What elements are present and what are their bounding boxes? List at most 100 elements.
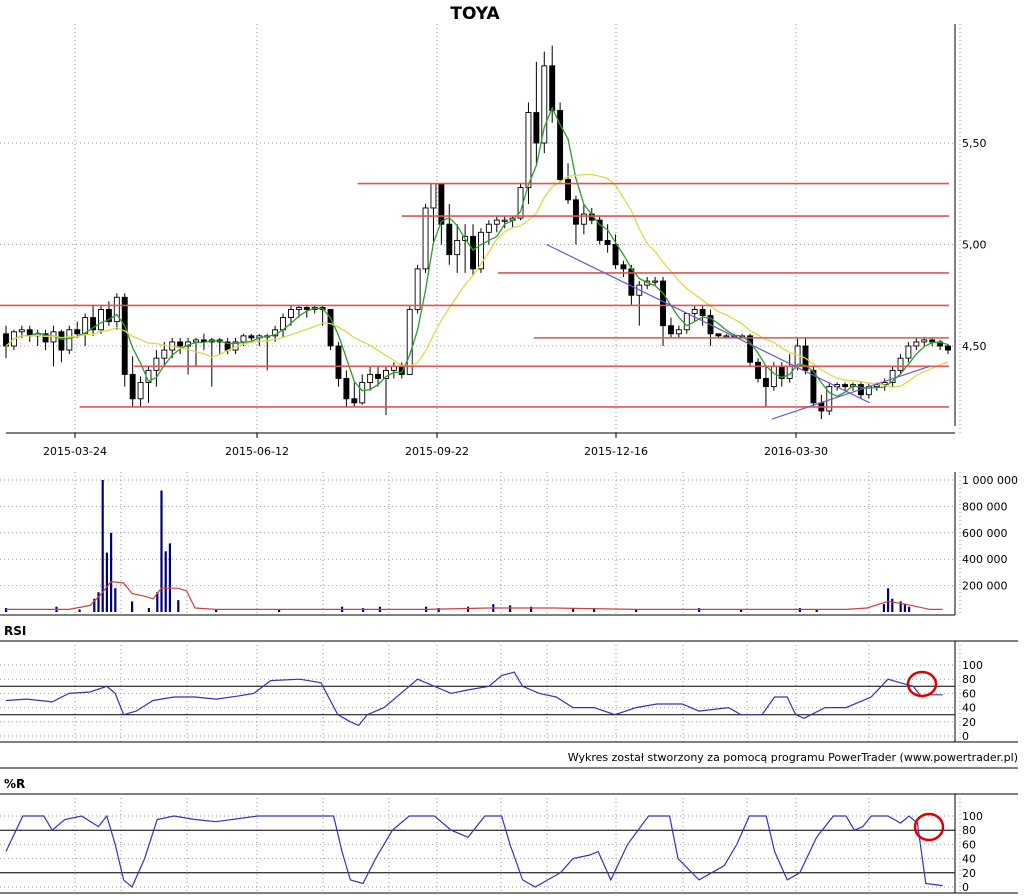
candle-body (430, 183, 437, 209)
candle-body (74, 329, 81, 335)
candle-body (161, 349, 168, 359)
candle-body (303, 306, 310, 310)
candle-body (193, 339, 199, 343)
trend-line (546, 243, 870, 404)
volume-tick-label: 800 000 (962, 500, 1008, 513)
candle-body (889, 369, 896, 383)
candle-body (414, 268, 421, 310)
candle-body (485, 223, 492, 233)
rsi-highlight-circle (906, 670, 938, 698)
price-tick-label: 5,00 (962, 239, 987, 252)
oscillator-tick-label: 100 (962, 810, 983, 823)
x-tick-label: 2015-06-12 (225, 445, 289, 458)
candle-body (770, 365, 777, 388)
oscillator-tick-label: 0 (962, 730, 969, 743)
volume-bar (882, 604, 885, 612)
candle-body (620, 264, 627, 270)
candle-body (660, 280, 666, 327)
candle-body (675, 329, 682, 335)
oscillator-line (5, 671, 943, 727)
candle-body (596, 219, 603, 241)
volume-bar (815, 609, 818, 612)
volume-bar (903, 604, 906, 612)
volume-bar (798, 608, 801, 612)
candle-body (580, 213, 587, 225)
volume-bar (698, 608, 701, 612)
volume-panel: 1 000 000 800 000 600 000 400 000 200 000 (0, 472, 1018, 616)
price-tick-label: 5,50 (962, 137, 987, 150)
candle-body (98, 309, 104, 331)
candle-body (493, 219, 500, 225)
volume-tick-label: 200 000 (962, 580, 1008, 593)
oscillator-tick-label: 100 (962, 659, 983, 672)
volume-bar (156, 592, 159, 612)
volume-bar (437, 608, 440, 612)
candle-body (422, 207, 429, 270)
candle-body (454, 239, 461, 256)
candle-body (129, 373, 136, 400)
volume-tick-label: 1 000 000 (962, 474, 1018, 487)
rsi-label: RSI (4, 624, 26, 638)
candle-body (842, 384, 849, 388)
candle-body (42, 333, 49, 343)
volume-bar (168, 543, 171, 612)
volume-bar (899, 601, 902, 612)
oscillator-tick-label: 60 (962, 687, 976, 700)
candle-body (121, 296, 128, 375)
oscillator-tick-label: 0 (962, 881, 969, 894)
volume-bar (215, 609, 218, 612)
candle-body (810, 369, 817, 404)
candle-body (565, 179, 571, 201)
candle-body (359, 382, 366, 404)
candle-body (327, 309, 334, 347)
candle-body (683, 313, 690, 331)
volume-bar (97, 592, 100, 612)
oscillator-tick-label: 60 (962, 838, 976, 851)
candle-body (470, 235, 476, 270)
candle-body (90, 317, 97, 331)
candle-body (58, 331, 65, 351)
candle-body (288, 309, 294, 319)
moving-average-line (5, 173, 949, 388)
candle-body (137, 382, 144, 400)
candle-body (612, 244, 619, 266)
candle-body (762, 378, 769, 388)
candle-body (153, 357, 160, 371)
x-tick-label: 2016-03-30 (764, 445, 828, 458)
candle-body (177, 341, 184, 347)
candle-body (715, 333, 722, 337)
candle-body (335, 345, 342, 379)
oscillator-tick-label: 80 (962, 673, 976, 686)
candle-body (383, 369, 389, 379)
candle-body (572, 199, 579, 225)
candle-body (478, 231, 484, 270)
candle-body (66, 329, 73, 351)
trend-line (771, 365, 930, 420)
williams-r-label: %R (4, 777, 25, 791)
volume-bar (105, 552, 108, 612)
moving-average-line (5, 106, 949, 397)
candle-body (113, 296, 120, 323)
candle-body (723, 335, 730, 338)
candle-body (929, 339, 936, 343)
x-tick-label: 2015-09-22 (405, 445, 469, 458)
volume-bar (635, 609, 638, 612)
candle-body (375, 373, 382, 379)
volume-bar (467, 606, 470, 612)
candle-body (549, 65, 556, 111)
volume-tick-label: 400 000 (962, 553, 1008, 566)
oscillator-tick-label: 20 (962, 716, 976, 729)
volume-bar (5, 608, 8, 612)
chart-title: TOYA (450, 4, 500, 24)
candle-body (905, 345, 912, 359)
candle-body (747, 335, 754, 363)
volume-bar (572, 608, 575, 612)
candle-body (406, 309, 413, 375)
candle-body (295, 306, 302, 310)
price-tick-label: 4,50 (962, 340, 987, 353)
candle-body (343, 378, 350, 400)
volume-bar (509, 605, 512, 612)
oscillator-tick-label: 40 (962, 702, 976, 715)
oscillator-line (5, 814, 943, 888)
